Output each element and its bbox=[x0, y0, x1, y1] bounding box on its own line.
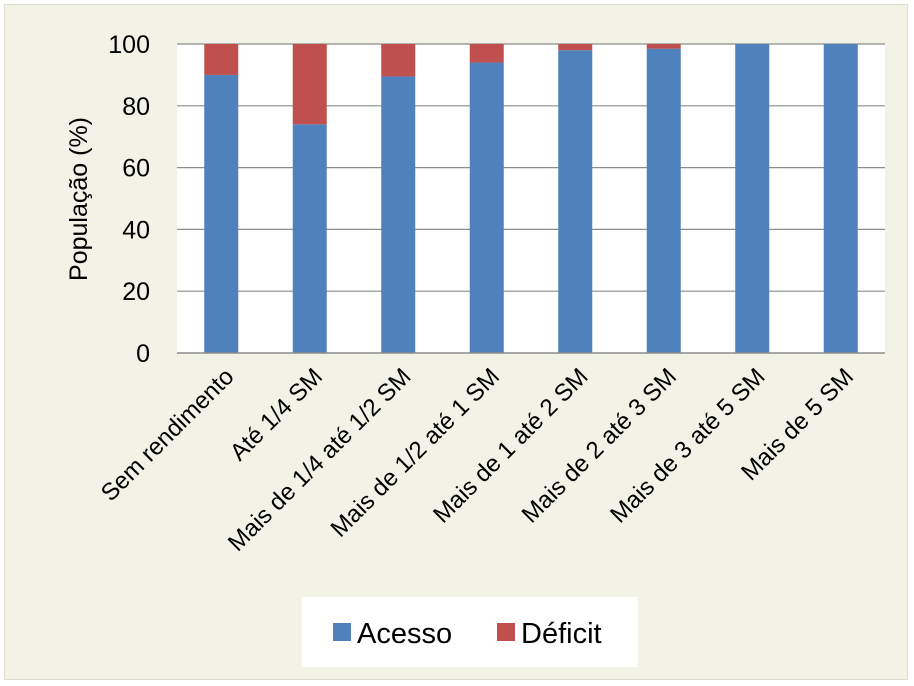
y-tick-label: 60 bbox=[122, 155, 150, 183]
x-category-label: Mais de 2 até 3 SM bbox=[517, 363, 682, 528]
x-category-label: Mais de 1/2 até 1 SM bbox=[326, 363, 505, 542]
y-tick-label: 100 bbox=[108, 31, 150, 59]
bar-acesso bbox=[204, 74, 239, 354]
plot-area bbox=[177, 44, 885, 353]
legend-swatch bbox=[333, 623, 351, 641]
legend-label: Acesso bbox=[357, 618, 452, 650]
y-tick-label: 80 bbox=[122, 93, 150, 121]
bar-acesso bbox=[469, 62, 504, 353]
bar-acesso bbox=[381, 76, 416, 353]
bar-acesso bbox=[823, 44, 858, 353]
y-axis-ticks: 0 20 40 60 80 100 bbox=[108, 31, 150, 368]
y-tick-label: 20 bbox=[122, 278, 150, 306]
bar-acesso bbox=[735, 44, 770, 353]
bar-d-ficit bbox=[204, 44, 239, 75]
bar-acesso bbox=[292, 124, 327, 353]
x-category-label: Mais de 3 até 5 SM bbox=[605, 363, 770, 528]
bar-acesso bbox=[558, 50, 593, 354]
legend-label: Déficit bbox=[521, 618, 602, 650]
legend-swatch bbox=[497, 623, 515, 641]
bar-d-ficit bbox=[381, 44, 416, 77]
bar-d-ficit bbox=[646, 44, 681, 49]
y-tick-label: 0 bbox=[136, 340, 150, 368]
bar-acesso bbox=[646, 48, 681, 353]
bars bbox=[204, 44, 858, 354]
bar-d-ficit bbox=[469, 44, 504, 63]
bar-d-ficit bbox=[558, 44, 593, 51]
x-category-label: Mais de 1/4 até 1/2 SM bbox=[223, 363, 417, 557]
bar-d-ficit bbox=[292, 44, 327, 125]
legend: Acesso Déficit bbox=[333, 618, 602, 650]
y-tick-label: 40 bbox=[122, 216, 150, 244]
legend-box bbox=[302, 597, 638, 667]
x-category-label: Sem rendimento bbox=[96, 363, 240, 507]
y-axis-label: População (%) bbox=[65, 117, 93, 281]
x-category-label: Mais de 1 até 2 SM bbox=[428, 363, 593, 528]
